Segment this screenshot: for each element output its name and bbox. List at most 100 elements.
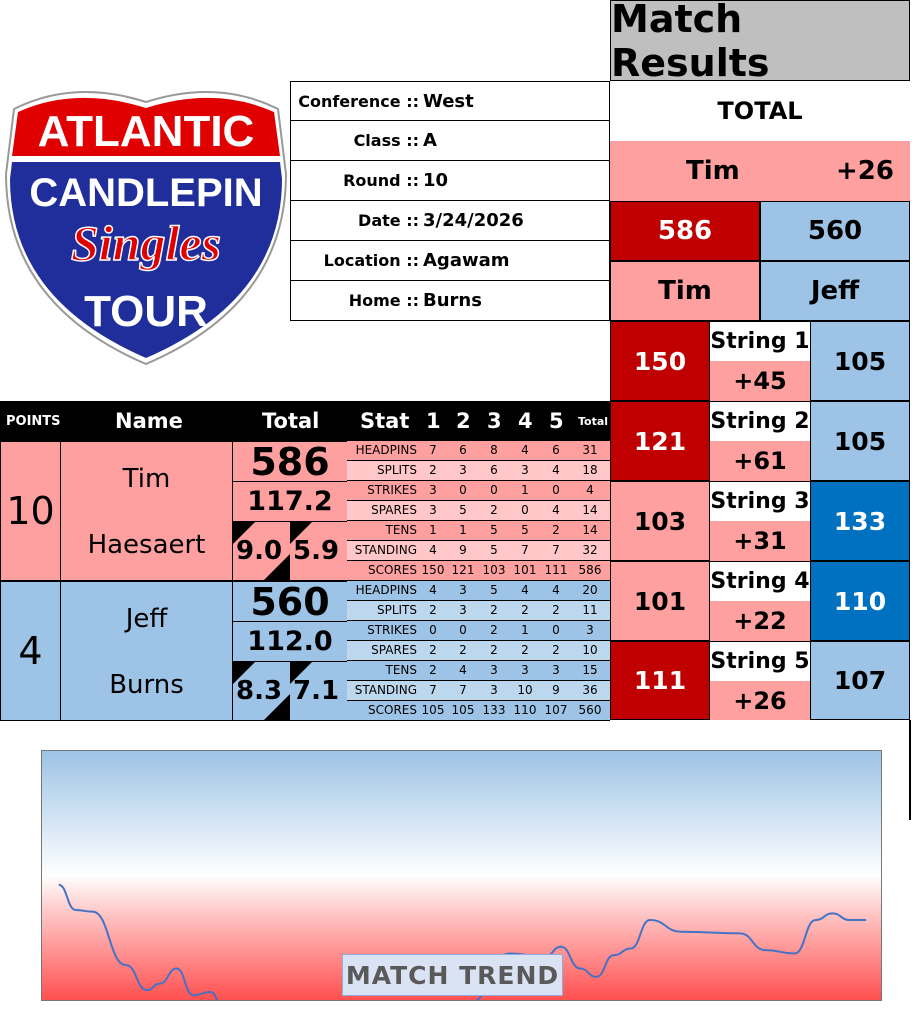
player-name: Jeff Burns	[61, 582, 233, 720]
stat-value: 0	[429, 623, 437, 637]
stat-row: SCORES 105 105 133 110 107 560	[347, 701, 610, 721]
info-row: Round :: 10	[290, 161, 610, 201]
player-last-name: Haesaert	[87, 530, 206, 560]
player-b-name: Jeff	[760, 261, 910, 321]
stat-value: 3	[459, 603, 467, 617]
stat-value: 2	[490, 643, 498, 657]
stat-value: 7	[459, 683, 467, 697]
stat-value: 3	[521, 463, 529, 477]
player-first-name: Jeff	[125, 604, 168, 634]
string-score-b: 110	[810, 561, 910, 641]
stat-label: SCORES	[368, 563, 417, 577]
info-value: West	[423, 90, 474, 112]
player-points: 10	[1, 442, 61, 580]
stat-value: 11	[582, 603, 598, 617]
stat-value: 586	[578, 563, 602, 577]
header-game-5: 5	[549, 409, 564, 433]
header-points: POINTS	[6, 414, 61, 429]
string-score-a: 121	[610, 401, 710, 481]
stat-label: STANDING	[354, 543, 417, 557]
player-total: 586	[233, 440, 347, 484]
stat-value: 103	[482, 563, 506, 577]
stat-value: 101	[513, 563, 537, 577]
stat-value: 121	[451, 563, 475, 577]
leader-name: Tim	[686, 156, 740, 186]
stat-value: 4	[429, 543, 437, 557]
string-score-a: 101	[610, 561, 710, 641]
stat-value: 110	[513, 703, 537, 717]
info-row: Location :: Agawam	[290, 241, 610, 281]
player-average: 112.0	[233, 622, 347, 662]
stat-value: 4	[552, 503, 560, 517]
stat-value: 1	[521, 483, 529, 497]
stat-value: 4	[521, 583, 529, 597]
stat-value: 0	[521, 503, 529, 517]
stat-value: 3	[490, 683, 498, 697]
string-score-a: 103	[610, 481, 710, 561]
stat-value: 2	[552, 643, 560, 657]
player-average: 117.2	[233, 482, 347, 522]
stat-value: 3	[429, 483, 437, 497]
string-label: String 3	[710, 481, 810, 521]
stat-value: 8	[490, 443, 498, 457]
stat-value: 5	[490, 543, 498, 557]
logo-text: ATLANTIC	[38, 107, 255, 156]
stat-value: 3	[586, 623, 594, 637]
stat-label: STRIKES	[367, 483, 417, 497]
stat-label: HEADPINS	[355, 443, 417, 457]
stat-value: 14	[582, 523, 598, 537]
stat-value: 2	[459, 643, 467, 657]
stat-row: STANDING 7 7 3 10 9 36	[347, 681, 610, 701]
stat-value: 20	[582, 583, 598, 597]
string-score-a: 111	[610, 641, 710, 720]
string-score-b: 107	[810, 641, 910, 720]
info-row: Class :: A	[290, 121, 610, 161]
info-row: Date :: 3/24/2026	[290, 201, 610, 241]
header-game-1: 1	[426, 409, 441, 433]
header-game-4: 4	[518, 409, 533, 433]
stat-label: TENS	[385, 523, 417, 537]
stat-value: 3	[459, 583, 467, 597]
stat-label: STRIKES	[367, 623, 417, 637]
stat-value: 2	[552, 523, 560, 537]
info-key: Round ::	[343, 171, 419, 190]
total-score-b: 560	[760, 201, 910, 261]
match-trend-label: MATCH TREND	[342, 954, 563, 996]
info-key: Class ::	[353, 131, 419, 150]
stat-value: 3	[552, 663, 560, 677]
stat-value: 560	[578, 703, 602, 717]
player-total: 560	[233, 580, 347, 624]
stat-value: 7	[429, 443, 437, 457]
string-label: String 4	[710, 561, 810, 601]
string-score-b: 133	[810, 481, 910, 561]
stat-value: 2	[429, 603, 437, 617]
info-value: Agawam	[423, 250, 510, 271]
stat-value: 4	[429, 583, 437, 597]
stat-row: STRIKES 0 0 2 1 0 3	[347, 621, 610, 641]
stat-value: 133	[482, 703, 506, 717]
player-name: Tim Haesaert	[61, 442, 233, 580]
stat-label: SPLITS	[376, 603, 417, 617]
info-key: Location ::	[323, 251, 419, 270]
header-stat: Stat	[360, 409, 410, 433]
stat-row: SPLITS 2 3 6 3 4 18	[347, 461, 610, 481]
stat-label: SPARES	[371, 503, 417, 517]
stat-value: 2	[429, 663, 437, 677]
stat-value: 150	[421, 563, 445, 577]
string-diff: +45	[710, 361, 810, 401]
string-diff: +61	[710, 441, 810, 481]
stat-value: 6	[490, 463, 498, 477]
stat-value: 3	[490, 663, 498, 677]
stat-value: 31	[582, 443, 598, 457]
stat-value: 15	[582, 663, 598, 677]
player-last-name: Burns	[109, 670, 184, 700]
stat-value: 0	[490, 483, 498, 497]
stat-row: SPARES 2 2 2 2 2 10	[347, 641, 610, 661]
stat-value: 1	[521, 623, 529, 637]
divider	[909, 720, 911, 820]
stat-value: 0	[552, 623, 560, 637]
stat-value: 4	[552, 463, 560, 477]
stat-value: 2	[490, 623, 498, 637]
stat-row: STRIKES 3 0 0 1 0 4	[347, 481, 610, 501]
svg-text:TOUR: TOUR	[84, 287, 208, 336]
